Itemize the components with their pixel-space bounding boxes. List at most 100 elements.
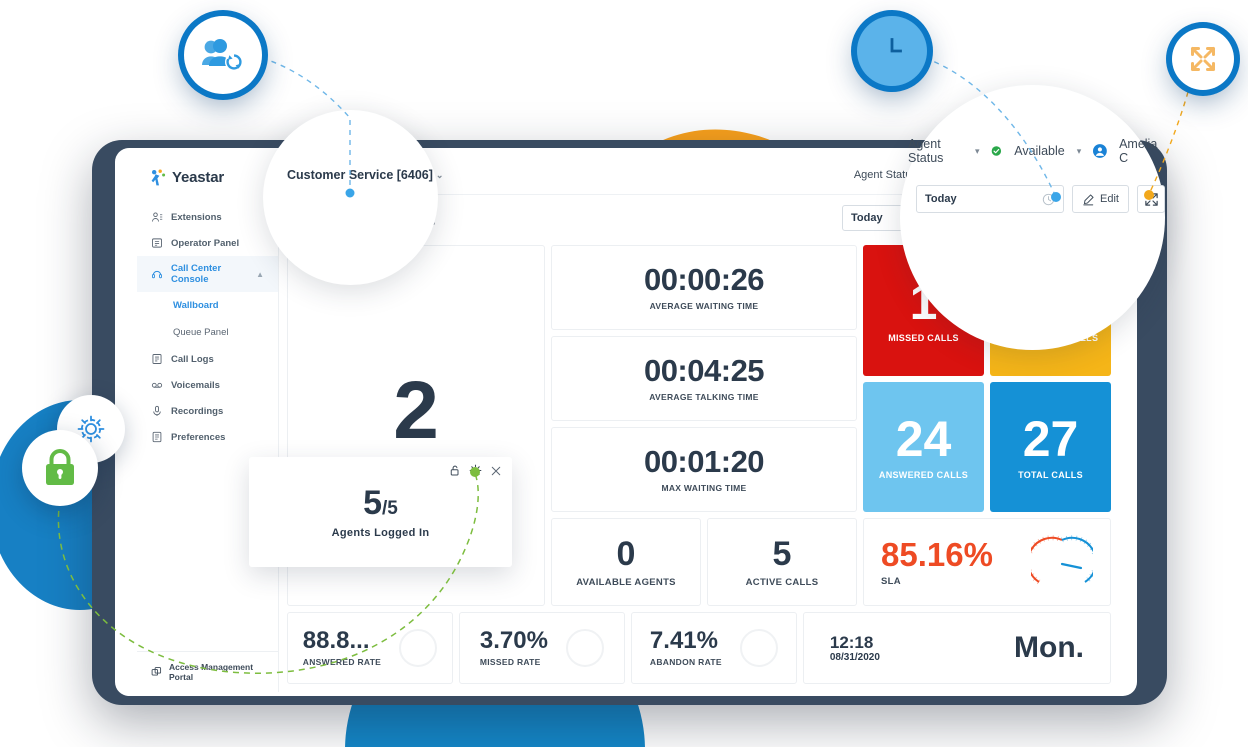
- tile-available-agents[interactable]: 0 Available Agents: [551, 518, 701, 606]
- sidebar-item-operator-panel[interactable]: Operator Panel: [137, 230, 278, 256]
- card-value: 5/5: [363, 483, 398, 522]
- availability-label-zoom[interactable]: Available: [1014, 144, 1065, 158]
- tile-value: 7.41%: [649, 627, 718, 654]
- tile-abandon-rate[interactable]: 7.41% Abandon Rate: [630, 612, 797, 684]
- wallboard-bottom-row: 88.8... Answered Rate 3.70% Missed Rate: [287, 612, 1111, 684]
- tile-sla[interactable]: 85.16% SLA: [863, 518, 1111, 606]
- sidebar-subitem-queue-panel[interactable]: Queue Panel: [173, 327, 229, 338]
- agent-status-label: Agent Status: [853, 168, 917, 181]
- call-logs-icon: [152, 354, 162, 364]
- unlock-icon[interactable]: [449, 464, 461, 477]
- tile-value: 24: [895, 410, 952, 467]
- sidebar-item-label: Preferences: [171, 431, 226, 443]
- operator-panel-icon: [152, 238, 162, 248]
- close-icon[interactable]: [490, 465, 502, 477]
- recordings-icon: [153, 405, 161, 416]
- callout-circle-toolbar: Agent Status ▾ Available ▾ Amelia C Toda…: [900, 85, 1165, 350]
- gear-icon[interactable]: [469, 464, 482, 477]
- queue-selector-dropdown[interactable]: Customer Service [6406] ⌄: [287, 168, 443, 182]
- available-check-icon: [992, 146, 1002, 156]
- tile-value: 00:01:20: [643, 444, 765, 479]
- clock-icon: [890, 38, 902, 53]
- access-management-portal-label: Access Management Portal: [168, 662, 254, 682]
- tile-label: Abandon Rate: [649, 657, 722, 667]
- sidebar-item-voicemails[interactable]: Voicemails: [137, 372, 278, 398]
- edit-button-zoom[interactable]: Edit: [1072, 185, 1129, 213]
- tile-total-calls[interactable]: 27 Total Calls: [990, 381, 1111, 512]
- tile-value: 88.8...: [302, 627, 370, 654]
- tile-average-waiting-time[interactable]: 00:00:26 Average Waiting Time: [551, 245, 857, 330]
- tile-label: Available Agents: [576, 576, 676, 588]
- progress-ring: [399, 629, 438, 667]
- brand-name: Yeastar: [172, 169, 224, 186]
- sidebar-item-preferences[interactable]: Preferences: [137, 424, 278, 450]
- tile-label: Answered Rate: [302, 657, 382, 667]
- chevron-down-icon: ⌄: [435, 169, 444, 180]
- bubble-users-sync: [184, 16, 262, 94]
- fullscreen-icon: [1144, 192, 1158, 206]
- sidebar-item-call-center-console[interactable]: Call Center Console ▲: [137, 256, 278, 292]
- progress-ring: [565, 629, 604, 667]
- portal-icon: [151, 667, 162, 676]
- yeastar-logo-icon: [151, 169, 166, 186]
- extensions-icon: [152, 212, 163, 222]
- tile-label: Active Calls: [745, 576, 819, 588]
- queue-selector-label: Customer Service [6406]: [287, 168, 433, 182]
- bubble-padlock: [22, 430, 98, 506]
- chevron-down-icon: ▾: [1076, 145, 1082, 156]
- sidebar-nav: Extensions Operator Panel Call Ce: [137, 200, 278, 651]
- sidebar-item-call-logs[interactable]: Call Logs: [137, 346, 278, 372]
- clock-date: 08/31/2020: [829, 652, 880, 664]
- sidebar-item-label: Extensions: [171, 211, 222, 223]
- card-toolbar: [449, 464, 502, 477]
- chevron-up-icon: ▲: [256, 269, 264, 279]
- tile-label: Max Waiting Time: [661, 483, 747, 493]
- tile-value: 0: [616, 534, 636, 573]
- bubble-clock: [857, 16, 927, 86]
- tile-value: 3.70%: [479, 627, 548, 654]
- date-filter-value-zoom: Today: [925, 193, 957, 205]
- date-filter-value: Today: [851, 212, 883, 225]
- tile-value: 85.16%: [881, 535, 993, 573]
- tile-active-calls[interactable]: 5 Active Calls: [707, 518, 857, 606]
- tile-answered-calls[interactable]: 24 Answered Calls: [863, 381, 984, 512]
- tile-max-waiting-time[interactable]: 00:01:20 Max Waiting Time: [551, 427, 857, 512]
- date-filter-select-zoom[interactable]: Today: [916, 185, 1065, 213]
- tile-value: 27: [1022, 410, 1079, 467]
- sidebar-item-extensions[interactable]: Extensions: [137, 204, 278, 230]
- tile-label: Missed Calls: [888, 333, 959, 344]
- tile-clock[interactable]: 12:18 08/31/2020 Mon.: [802, 612, 1111, 684]
- tile-value: 5: [772, 534, 792, 573]
- fullscreen-button-zoom[interactable]: [1137, 185, 1165, 213]
- tile-average-talking-time[interactable]: 00:04:25 Average Talking Time: [551, 336, 857, 421]
- call-center-icon: [152, 270, 162, 279]
- wallboard-mini-row: 0 Available Agents 5 Active Calls: [551, 518, 857, 606]
- bubble-expand: [1172, 28, 1234, 90]
- expand-arrows-icon: [1191, 47, 1215, 71]
- preferences-icon: [152, 431, 162, 443]
- tile-value: 2: [393, 365, 439, 456]
- brand-logo[interactable]: Yeastar: [137, 155, 278, 200]
- clock-day: Mon.: [1014, 631, 1084, 664]
- card-label: Agents Logged In: [331, 526, 430, 539]
- sidebar: Yeastar Extensions Operator: [137, 155, 279, 692]
- floating-card-agents-logged-in[interactable]: 5/5 Agents Logged In: [249, 457, 512, 567]
- access-management-portal-link[interactable]: Access Management Portal: [137, 651, 278, 692]
- user-name-zoom[interactable]: Amelia C: [1119, 137, 1158, 165]
- tile-missed-rate[interactable]: 3.70% Missed Rate: [458, 612, 625, 684]
- chevron-down-icon: ▾: [974, 145, 980, 156]
- sidebar-item-label: Recordings: [171, 405, 224, 417]
- tile-label: Average Talking Time: [649, 392, 759, 402]
- callout-circle-queue-selector: Customer Service [6406] ⌄: [263, 110, 443, 285]
- tile-label: Missed Rate: [479, 657, 541, 667]
- sidebar-item-label: Call Logs: [171, 353, 214, 365]
- sidebar-item-recordings[interactable]: Recordings: [137, 398, 278, 424]
- agent-status-label-zoom[interactable]: Agent Status: [908, 137, 944, 165]
- sidebar-subitem-wallboard[interactable]: Wallboard: [173, 300, 219, 311]
- sidebar-item-label: Operator Panel: [171, 237, 240, 249]
- clock-icon: [1042, 193, 1055, 205]
- tile-value: 00:00:26: [643, 262, 765, 297]
- tile-value: 00:04:25: [643, 353, 765, 388]
- tile-answered-rate[interactable]: 88.8... Answered Rate: [287, 612, 453, 684]
